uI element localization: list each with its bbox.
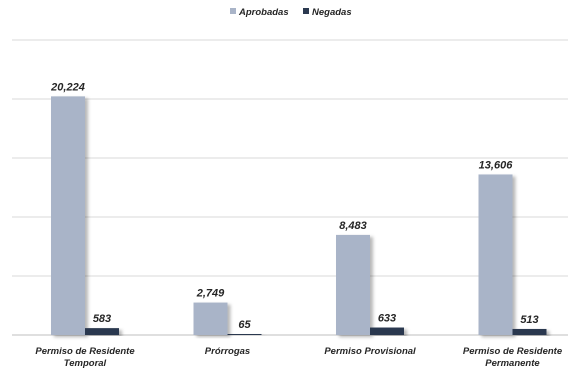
- bar-aprobadas-0: [51, 96, 85, 335]
- category-label-1: Prórrogas: [205, 346, 250, 357]
- category-label-2: Permiso Provisional: [324, 346, 416, 357]
- legend-label-negadas: Negadas: [312, 7, 352, 18]
- data-label-negadas-0: 583: [93, 313, 111, 325]
- category-label-0: Permiso de Residente Temporal: [35, 346, 135, 369]
- legend-label-aprobadas: Aprobadas: [238, 7, 289, 18]
- bar-aprobadas-2: [336, 234, 370, 335]
- bar-aprobadas-1: [193, 302, 228, 335]
- bar-aprobadas-3: [478, 174, 513, 335]
- data-label-aprobadas-0: 20,224: [50, 81, 85, 93]
- data-label-aprobadas-2: 8,483: [339, 220, 367, 232]
- bar-negadas-0: [85, 328, 119, 335]
- data-label-negadas-1: 65: [238, 319, 251, 331]
- data-label-negadas-3: 513: [520, 314, 538, 326]
- bar-negadas-3: [512, 328, 547, 335]
- data-label-aprobadas-1: 2,749: [196, 288, 225, 300]
- data-label-aprobadas-3: 13,606: [479, 159, 514, 171]
- legend-swatch-negadas: [303, 8, 309, 14]
- bars: [51, 96, 547, 335]
- category-label-3: Permiso de Residente Permanente: [463, 346, 563, 369]
- data-label-negadas-2: 633: [378, 313, 396, 325]
- bar-negadas-2: [370, 327, 404, 335]
- data-labels: 20,224 583 2,749 65 8,483 633 13,606 513: [50, 81, 539, 331]
- bar-negadas-1: [227, 334, 262, 335]
- legend-swatch-aprobadas: [230, 8, 236, 14]
- category-axis-labels: Permiso de Residente Temporal Prórrogas Per…: [35, 346, 562, 369]
- legend: Aprobadas Negadas: [230, 7, 352, 18]
- gridlines: [12, 39, 568, 336]
